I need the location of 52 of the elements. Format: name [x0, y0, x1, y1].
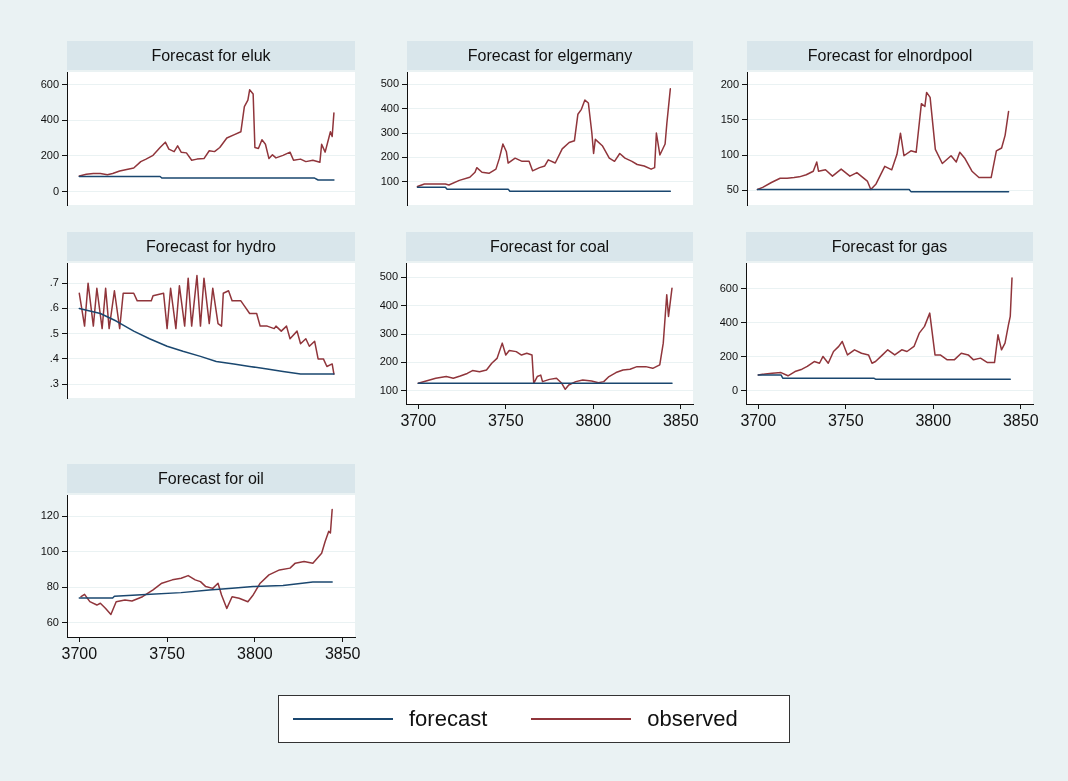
y-tick-label: 600	[40, 77, 59, 90]
y-tick-label: 300	[380, 126, 399, 139]
x-tick-label: 3700	[740, 412, 777, 430]
y-tick-label: 400	[380, 101, 399, 114]
y-tick-label: 400	[40, 113, 59, 126]
chart-title: Forecast for elgermany	[407, 41, 693, 70]
y-tick-label: .7	[49, 276, 59, 289]
y-tick-label: 80	[46, 580, 59, 593]
x-tick-label: 3850	[324, 645, 361, 663]
x-tick-label: 3700	[61, 645, 98, 663]
x-tick-label: 3850	[1002, 412, 1039, 430]
y-tick-label: 0	[52, 184, 59, 197]
y-tick-label: 400	[379, 298, 398, 311]
y-tick-label: 150	[720, 112, 739, 125]
y-tick-label: .6	[49, 301, 59, 314]
y-tick-label: 300	[379, 327, 398, 340]
y-tick-label: 200	[40, 148, 59, 161]
x-tick-label: 3750	[149, 645, 185, 663]
y-tick-label: 60	[46, 615, 59, 628]
y-tick-label: 100	[40, 544, 59, 557]
chart-title: Forecast for elnordpool	[747, 41, 1033, 70]
y-tick-label: 500	[379, 270, 398, 283]
y-tick-label: .3	[49, 377, 59, 390]
y-tick-label: 100	[380, 174, 399, 187]
y-tick-label: 100	[379, 383, 398, 396]
y-tick-label: 0	[731, 383, 738, 396]
y-tick-label: 200	[719, 349, 738, 362]
y-tick-label: .5	[49, 326, 59, 339]
y-tick-label: 600	[719, 282, 738, 295]
chart-title: Forecast for coal	[406, 232, 693, 261]
y-tick-label: 500	[380, 77, 399, 90]
y-tick-label: 120	[40, 509, 59, 522]
chart-title: Forecast for oil	[67, 464, 355, 493]
chart-title: Forecast for hydro	[67, 232, 355, 261]
x-tick-label: 3750	[827, 412, 864, 430]
legend-label: forecast	[409, 706, 488, 732]
chart-title: Forecast for eluk	[67, 41, 355, 70]
x-tick-label: 3800	[237, 645, 273, 663]
y-tick-label: 100	[720, 148, 739, 161]
y-tick-label: .4	[49, 351, 59, 364]
x-tick-label: 3850	[662, 412, 699, 430]
y-tick-label: 400	[719, 316, 738, 328]
y-tick-label: 200	[380, 150, 399, 163]
y-tick-label: 200	[379, 355, 398, 368]
y-tick-label: 200	[720, 77, 739, 90]
x-tick-label: 3750	[487, 412, 524, 430]
chart-title: Forecast for gas	[746, 232, 1033, 261]
x-tick-label: 3800	[915, 412, 952, 430]
legend-label: observed	[647, 706, 738, 732]
x-tick-label: 3800	[575, 412, 612, 430]
x-tick-label: 3700	[400, 412, 437, 430]
y-tick-label: 50	[726, 183, 739, 196]
